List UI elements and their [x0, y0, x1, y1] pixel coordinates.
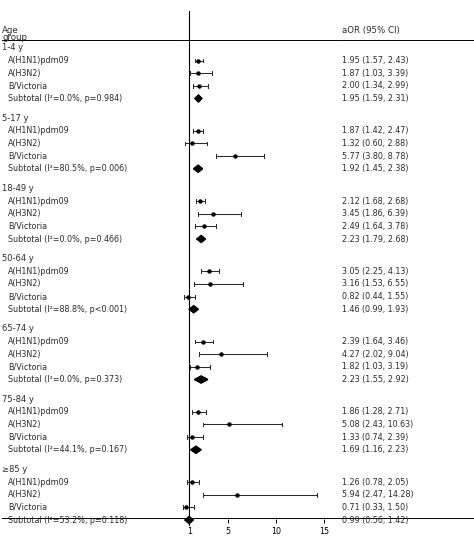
Polygon shape [189, 306, 198, 313]
Text: 1-4 y: 1-4 y [2, 43, 24, 52]
Text: Subtotal (I²=0.0%, p=0.984): Subtotal (I²=0.0%, p=0.984) [8, 94, 122, 103]
Text: A(H1N1)pdm09: A(H1N1)pdm09 [8, 407, 70, 416]
Text: 2.39 (1.64, 3.46): 2.39 (1.64, 3.46) [342, 337, 408, 346]
Text: Subtotal (I²=0.0%, p=0.373): Subtotal (I²=0.0%, p=0.373) [8, 375, 122, 384]
Text: 3.16 (1.53, 6.55): 3.16 (1.53, 6.55) [342, 280, 408, 289]
Text: 3.05 (2.25, 4.13): 3.05 (2.25, 4.13) [342, 267, 408, 276]
Text: 1.86 (1.28, 2.71): 1.86 (1.28, 2.71) [342, 407, 408, 416]
Text: 2.49 (1.64, 3.78): 2.49 (1.64, 3.78) [342, 222, 408, 231]
Text: 3.45 (1.86, 6.39): 3.45 (1.86, 6.39) [342, 209, 408, 218]
Text: 5.08 (2.43, 10.63): 5.08 (2.43, 10.63) [342, 420, 413, 429]
Text: Subtotal (I²=44.1%, p=0.167): Subtotal (I²=44.1%, p=0.167) [8, 445, 127, 455]
Polygon shape [193, 165, 202, 172]
Text: 0.82 (0.44, 1.55): 0.82 (0.44, 1.55) [342, 292, 408, 301]
Text: ≥85 y: ≥85 y [2, 465, 27, 474]
Text: B/Victoria: B/Victoria [8, 81, 47, 90]
Text: A(H3N2): A(H3N2) [8, 350, 41, 359]
Text: 1.26 (0.78, 2.05): 1.26 (0.78, 2.05) [342, 477, 408, 487]
Text: 5.94 (2.47, 14.28): 5.94 (2.47, 14.28) [342, 490, 413, 499]
Text: B/Victoria: B/Victoria [8, 292, 47, 301]
Text: 65-74 y: 65-74 y [2, 324, 34, 334]
Text: 15: 15 [319, 527, 329, 536]
Text: Subtotal (I²=88.8%, p<0.001): Subtotal (I²=88.8%, p<0.001) [8, 305, 127, 314]
Text: A(H3N2): A(H3N2) [8, 209, 41, 218]
Text: 1.92 (1.45, 2.38): 1.92 (1.45, 2.38) [342, 164, 408, 173]
Text: 18-49 y: 18-49 y [2, 184, 34, 193]
Text: 0.99 (0.56, 1.42): 0.99 (0.56, 1.42) [342, 516, 408, 525]
Text: 1.87 (1.03, 3.39): 1.87 (1.03, 3.39) [342, 69, 408, 77]
Text: group: group [2, 33, 27, 42]
Text: 1.82 (1.03, 3.19): 1.82 (1.03, 3.19) [342, 363, 408, 372]
Text: 75-84 y: 75-84 y [2, 395, 34, 404]
Polygon shape [194, 376, 208, 383]
Text: B/Victoria: B/Victoria [8, 503, 47, 512]
Text: Subtotal (I²=53.2%, p=0.118): Subtotal (I²=53.2%, p=0.118) [8, 516, 127, 525]
Polygon shape [185, 516, 193, 524]
Text: 1.33 (0.74, 2.39): 1.33 (0.74, 2.39) [342, 433, 408, 442]
Text: B/Victoria: B/Victoria [8, 363, 47, 372]
Text: 2.12 (1.68, 2.68): 2.12 (1.68, 2.68) [342, 197, 408, 206]
Text: aOR (95% CI): aOR (95% CI) [342, 26, 400, 35]
Text: 1: 1 [187, 527, 192, 536]
Text: 1.87 (1.42, 2.47): 1.87 (1.42, 2.47) [342, 126, 408, 135]
Text: A(H3N2): A(H3N2) [8, 280, 41, 289]
Text: 5: 5 [225, 527, 230, 536]
Text: B/Victoria: B/Victoria [8, 222, 47, 231]
Text: 10: 10 [271, 527, 281, 536]
Text: 1.32 (0.60, 2.88): 1.32 (0.60, 2.88) [342, 139, 408, 148]
Text: A(H1N1)pdm09: A(H1N1)pdm09 [8, 56, 70, 65]
Text: 1.95 (1.57, 2.43): 1.95 (1.57, 2.43) [342, 56, 408, 65]
Text: A(H1N1)pdm09: A(H1N1)pdm09 [8, 126, 70, 135]
Text: 2.23 (1.55, 2.92): 2.23 (1.55, 2.92) [342, 375, 409, 384]
Polygon shape [195, 95, 202, 102]
Text: A(H3N2): A(H3N2) [8, 69, 41, 77]
Text: A(H1N1)pdm09: A(H1N1)pdm09 [8, 337, 70, 346]
Text: 1.46 (0.99, 1.93): 1.46 (0.99, 1.93) [342, 305, 408, 314]
Text: 4.27 (2.02, 9.04): 4.27 (2.02, 9.04) [342, 350, 408, 359]
Text: A(H1N1)pdm09: A(H1N1)pdm09 [8, 477, 70, 487]
Text: A(H3N2): A(H3N2) [8, 490, 41, 499]
Text: 0.71 (0.33, 1.50): 0.71 (0.33, 1.50) [342, 503, 408, 512]
Text: B/Victoria: B/Victoria [8, 152, 47, 160]
Polygon shape [191, 446, 201, 453]
Text: 2.00 (1.34, 2.99): 2.00 (1.34, 2.99) [342, 81, 408, 90]
Polygon shape [197, 236, 205, 242]
Text: A(H1N1)pdm09: A(H1N1)pdm09 [8, 197, 70, 206]
Text: 5.77 (3.80, 8.78): 5.77 (3.80, 8.78) [342, 152, 408, 160]
Text: A(H3N2): A(H3N2) [8, 139, 41, 148]
Text: 50-64 y: 50-64 y [2, 254, 34, 263]
Text: 5-17 y: 5-17 y [2, 114, 29, 123]
Text: A(H1N1)pdm09: A(H1N1)pdm09 [8, 267, 70, 276]
Text: Subtotal (I²=0.0%, p=0.466): Subtotal (I²=0.0%, p=0.466) [8, 234, 122, 243]
Text: Age: Age [2, 26, 19, 35]
Text: B/Victoria: B/Victoria [8, 433, 47, 442]
Text: 2.23 (1.79, 2.68): 2.23 (1.79, 2.68) [342, 234, 408, 243]
Text: A(H3N2): A(H3N2) [8, 420, 41, 429]
Text: Subtotal (I²=80.5%, p=0.006): Subtotal (I²=80.5%, p=0.006) [8, 164, 127, 173]
Text: 1.69 (1.16, 2.23): 1.69 (1.16, 2.23) [342, 445, 408, 455]
Text: 1.95 (1.59, 2.31): 1.95 (1.59, 2.31) [342, 94, 408, 103]
